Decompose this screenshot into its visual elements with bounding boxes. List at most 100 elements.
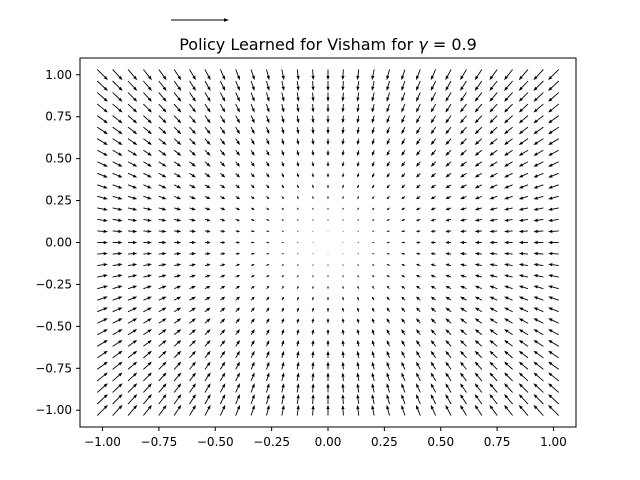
field-arrow <box>235 329 240 336</box>
field-arrow <box>474 318 483 324</box>
field-arrow <box>372 207 375 211</box>
field-arrow <box>326 81 330 91</box>
field-arrow <box>112 138 123 146</box>
field-arrow <box>189 350 196 359</box>
y-tick-label: 0.50 <box>45 152 72 166</box>
field-arrow <box>266 404 270 416</box>
field-arrow <box>356 394 360 405</box>
field-arrow <box>158 318 167 324</box>
field-arrow <box>460 138 467 146</box>
field-arrow <box>445 149 452 156</box>
field-arrow <box>341 173 345 178</box>
field-arrow <box>158 240 167 245</box>
field-arrow <box>266 318 270 324</box>
field-arrow <box>127 361 138 370</box>
field-arrow <box>204 339 211 347</box>
field-arrow <box>533 296 544 301</box>
field-arrow <box>401 263 406 267</box>
field-arrow <box>204 394 211 405</box>
field-arrow <box>460 115 467 124</box>
field-arrow <box>189 240 196 245</box>
y-tick-label: −0.25 <box>35 277 72 291</box>
field-arrow <box>158 103 167 113</box>
field-arrow <box>158 126 167 135</box>
field-arrow <box>204 329 211 336</box>
field-arrow <box>281 307 284 312</box>
field-arrow <box>445 161 452 167</box>
field-arrow <box>326 161 330 167</box>
field-arrow <box>312 274 314 278</box>
field-arrow <box>235 229 240 233</box>
field-arrow <box>127 252 138 256</box>
field-arrow <box>235 195 240 200</box>
field-arrow <box>296 92 300 102</box>
field-arrow <box>311 329 315 335</box>
field-arrow <box>356 350 360 358</box>
field-arrow <box>127 372 138 382</box>
field-arrow <box>189 138 196 146</box>
field-arrow <box>250 394 255 405</box>
field-arrow <box>474 161 483 167</box>
x-tick-label: −0.25 <box>253 435 290 449</box>
field-arrow <box>281 207 284 211</box>
field-arrow <box>112 172 123 178</box>
field-arrow <box>235 92 240 102</box>
field-arrow <box>504 92 513 102</box>
field-arrow <box>386 161 390 167</box>
field-arrow <box>112 263 123 267</box>
field-arrow <box>158 252 167 256</box>
field-arrow <box>326 127 330 135</box>
field-arrow <box>127 195 138 200</box>
field-arrow <box>158 339 167 347</box>
field-arrow <box>357 242 359 243</box>
field-arrow <box>445 296 452 301</box>
field-arrow <box>474 329 483 336</box>
field-arrow <box>173 285 182 290</box>
field-arrow <box>174 207 182 211</box>
field-arrow <box>533 207 544 211</box>
field-arrow <box>474 252 482 256</box>
field-arrow <box>326 339 330 347</box>
field-arrow <box>266 274 270 278</box>
field-arrow <box>281 241 284 244</box>
field-arrow <box>219 92 226 102</box>
field-arrow <box>158 69 167 81</box>
field-arrow <box>312 253 314 255</box>
field-arrow <box>96 69 108 81</box>
field-arrow <box>173 394 182 405</box>
field-arrow <box>460 240 467 245</box>
field-arrow <box>312 207 314 211</box>
field-arrow <box>219 383 226 393</box>
field-arrow <box>112 126 123 135</box>
field-arrow <box>143 285 152 290</box>
field-arrow <box>235 115 240 124</box>
field-arrow <box>296 350 300 358</box>
field-arrow <box>219 318 226 324</box>
field-arrow <box>386 80 390 91</box>
field-arrow <box>518 184 529 189</box>
field-arrow <box>281 253 284 255</box>
field-arrow <box>158 218 167 222</box>
field-arrow <box>356 361 360 370</box>
field-arrow <box>518 207 529 211</box>
field-arrow <box>204 161 211 167</box>
field-arrow <box>341 329 345 335</box>
field-arrow <box>143 229 152 233</box>
field-arrow <box>430 383 437 393</box>
field-arrow <box>327 274 329 278</box>
field-arrow <box>204 350 211 359</box>
field-arrow <box>112 372 123 382</box>
field-arrow <box>357 184 360 189</box>
field-arrow <box>127 207 138 211</box>
quiver-key <box>171 18 229 22</box>
field-arrow <box>112 285 123 290</box>
field-arrow <box>357 219 360 221</box>
field-arrow <box>143 252 152 256</box>
field-arrow <box>97 240 108 245</box>
field-arrow <box>204 195 211 200</box>
field-arrow <box>189 92 196 102</box>
field-arrow <box>460 394 467 405</box>
field-arrow <box>158 296 167 301</box>
field-arrow <box>235 241 240 244</box>
field-arrow <box>312 230 314 232</box>
